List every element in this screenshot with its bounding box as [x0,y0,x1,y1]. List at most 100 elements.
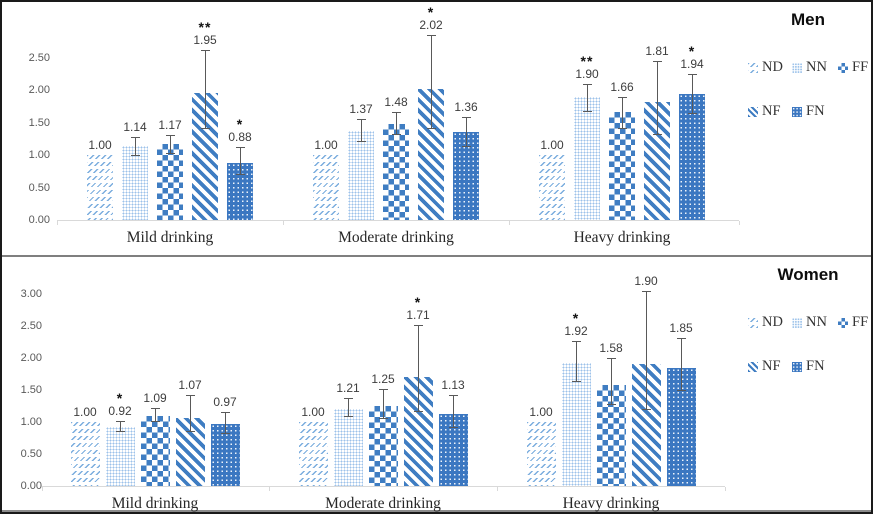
bar-nn [333,408,363,486]
y-axis-tick-label: 0.50 [20,448,42,460]
legend-item-nd: ND [748,314,783,331]
bar-ff [157,143,183,220]
error-bar [642,290,651,411]
value-label: 1.00 [529,405,553,419]
error-bar [151,407,160,423]
value-label: 0.97 [213,394,237,409]
bar-ff [140,416,170,486]
legend-swatch-nn-icon [792,317,802,328]
bar-ff [368,406,398,486]
value-label: 0.88 [228,130,252,145]
error-bar [344,398,353,417]
bar-nn [574,96,600,220]
legend-item-ff: FF [838,59,868,76]
y-axis-tick-label: 2.00 [28,84,50,96]
legend-label: FF [852,59,869,75]
y-axis-tick-label: 2.00 [20,352,42,364]
axis-tick-mark [497,487,498,491]
axis-tick-mark [269,487,270,491]
axis-tick-mark [509,221,510,225]
error-bar [236,147,245,176]
legend-item-ff: FF [838,314,868,331]
legend-item-nn: NN [792,314,827,331]
value-label: 1.81 [645,44,669,59]
y-axis-tick-label: 3.00 [20,288,42,300]
value-label: 1.95 [193,32,217,47]
bar-ff [609,112,635,220]
error-bar [653,61,662,136]
y-axis-tick-label: 1.00 [28,149,50,161]
legend-label: NN [806,59,827,75]
value-label: 1.07 [178,378,202,393]
error-bar [677,337,686,392]
axis-tick-mark [283,221,284,225]
men-legend: ND NN FF NF FN [746,57,871,129]
value-label: 1.85 [669,320,693,335]
legend-swatch-ff-icon [838,62,848,73]
value-label: 1.21 [336,381,360,396]
value-label: 0.92 [108,403,132,418]
value-label: 2.02 [419,17,443,32]
category-label: Heavy drinking [573,229,671,246]
value-label: 1.00 [73,405,97,419]
legend-swatch-nf-icon [748,106,758,117]
value-label: 1.00 [301,405,325,419]
bar-nd [298,422,328,486]
value-label: 1.25 [371,371,395,386]
value-label: 1.94 [680,56,704,71]
x-axis-line [57,220,739,221]
legend-item-fn: FN [792,103,825,120]
value-label: 1.14 [123,119,147,134]
significance-marker: * [688,42,696,59]
y-axis-tick-label: 1.50 [28,116,50,129]
y-axis-tick-label: 1.00 [20,416,42,428]
y-axis-tick-label: 2.50 [28,51,50,64]
error-bar [414,324,423,412]
error-bar [462,117,471,148]
value-label: 1.13 [441,378,465,393]
error-bar [449,395,458,429]
value-label: 1.90 [575,67,599,82]
value-label: 1.90 [634,273,658,288]
legend-label: ND [762,59,783,75]
value-label: 1.36 [454,100,478,115]
category-label: Mild drinking [111,495,199,512]
legend-label: NF [762,358,781,374]
legend-swatch-fn-icon [792,361,802,372]
value-label: 1.09 [143,390,167,405]
error-bar [116,420,125,433]
significance-marker: ** [580,53,594,70]
significance-marker: * [414,293,422,310]
error-bar [607,358,616,406]
legend-label: NN [806,314,827,330]
bar-fn [679,93,705,220]
bar-nd [70,422,100,486]
value-label: 1.48 [384,95,408,110]
error-bar [201,49,210,130]
category-label: Mild drinking [126,229,214,246]
value-label: 1.92 [564,323,588,338]
error-bar [583,84,592,113]
value-label: 1.58 [599,341,623,355]
significance-marker: * [427,3,435,20]
error-bar [221,411,230,434]
x-axis-line [42,486,725,487]
legend-item-fn: FN [792,358,825,375]
legend-item-nf: NF [748,358,781,375]
bar-nn [105,427,135,486]
legend-label: NF [762,103,781,119]
category-label: Moderate drinking [338,229,454,246]
chart-panel-women: 0.00 0.50 1.00 1.50 2.00 2.50 3.00 Mild drinkin… [2,257,871,512]
legend-label: FN [806,103,825,119]
men-panel-title: Men [791,10,825,29]
legend-item-nf: NF [748,103,781,120]
legend-swatch-nn-icon [792,62,802,73]
axis-tick-mark [42,487,43,491]
category-label: Moderate drinking [325,495,441,512]
value-label: 1.17 [158,117,182,132]
y-axis-tick-label: 1.50 [20,384,42,396]
legend-swatch-nd-icon [748,62,758,73]
bar-nn [561,363,591,486]
significance-marker: * [236,116,244,133]
